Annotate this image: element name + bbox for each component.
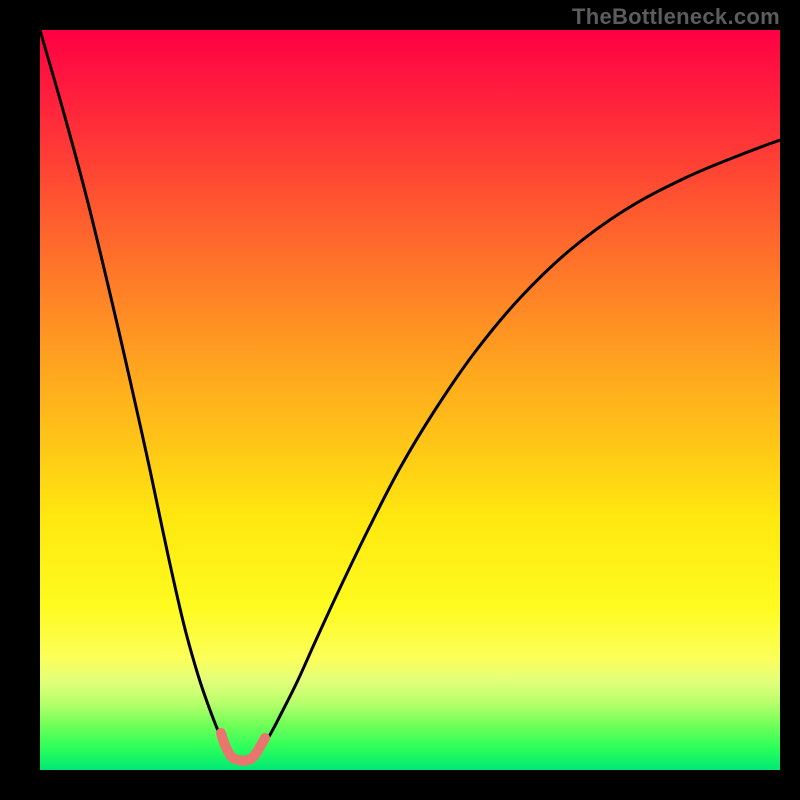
plot-background: [40, 30, 780, 770]
chart-svg: [0, 0, 800, 800]
chart-stage: TheBottleneck.com: [0, 0, 800, 800]
watermark-text: TheBottleneck.com: [572, 4, 780, 30]
